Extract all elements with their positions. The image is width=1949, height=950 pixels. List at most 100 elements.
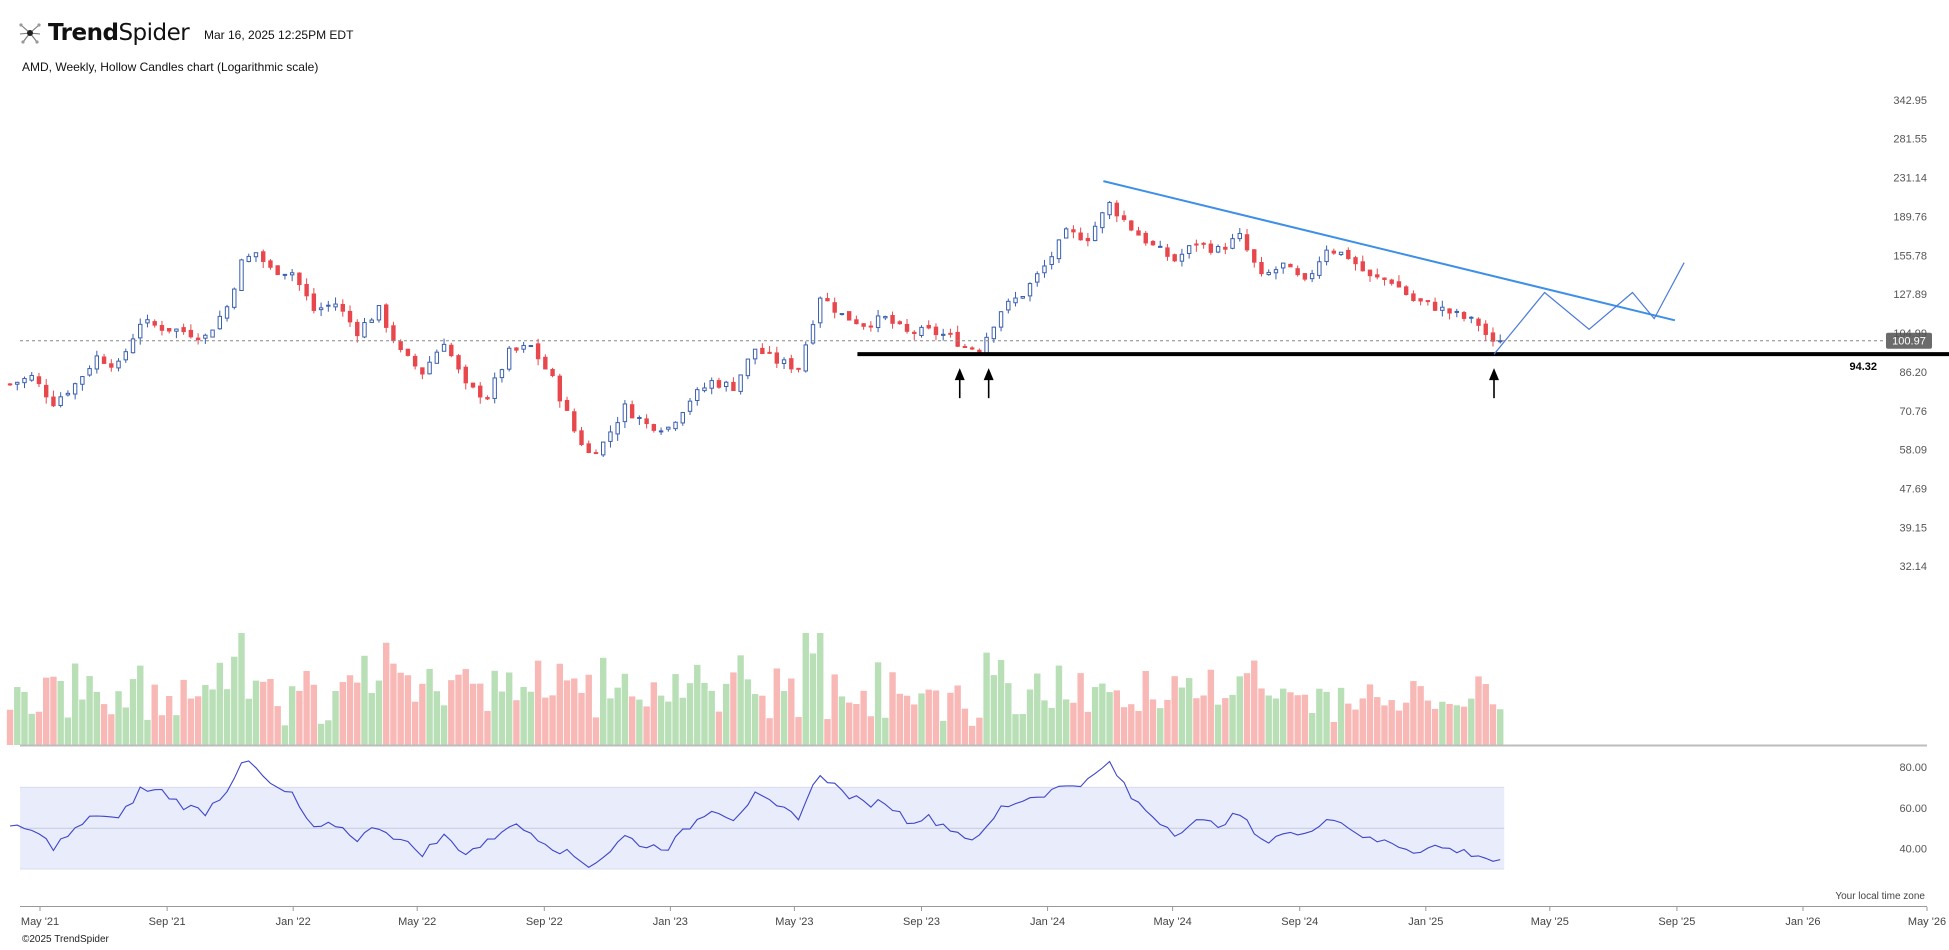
candle-body [1092, 225, 1098, 242]
candle-body [239, 259, 244, 292]
candle-body [145, 319, 150, 324]
volume-bar [585, 674, 592, 745]
candle-body [1056, 239, 1062, 260]
candle-body [774, 352, 780, 364]
volume-bar [43, 677, 50, 745]
candle-body [1411, 293, 1416, 301]
volume-bar [245, 698, 252, 745]
last-price-label: 100.97 [1892, 336, 1926, 348]
price-tick-label: 342.95 [1893, 95, 1927, 107]
candle-body [1194, 243, 1199, 246]
volume-bar [1135, 710, 1142, 745]
candle-body [1165, 247, 1170, 257]
time-tick-label: May '23 [775, 916, 813, 928]
volume-bar [600, 657, 607, 745]
volume-bar [296, 690, 303, 745]
volume-bar [35, 711, 43, 745]
candle-body [159, 325, 165, 331]
candle-body [803, 344, 808, 372]
volume-bar [187, 698, 195, 745]
volume-bar [382, 642, 390, 745]
candle-body [745, 358, 751, 377]
volume-bar [903, 695, 911, 745]
volume-bar [802, 633, 809, 745]
candle-body [188, 329, 194, 338]
volume-bar [795, 717, 802, 745]
candle-body [1071, 229, 1076, 233]
candle-body [1403, 286, 1409, 296]
volume-bar [419, 683, 426, 745]
price-tick-label: 70.76 [1899, 406, 1927, 418]
volume-bar [339, 682, 346, 745]
candle-body [586, 443, 591, 454]
volume-bar [997, 660, 1005, 745]
candle-body [1208, 243, 1214, 253]
candle-body [427, 361, 432, 375]
candle-body [29, 374, 34, 381]
candle-body [138, 323, 143, 339]
volume-bar [86, 676, 93, 745]
candle-body [868, 325, 874, 328]
volume-bar [288, 686, 296, 745]
candle-body [658, 430, 664, 433]
volume-bar [1308, 713, 1316, 745]
candle-body [912, 331, 917, 334]
volume-bar [592, 717, 600, 745]
volume-bar [491, 670, 498, 745]
volume-bar [194, 696, 202, 745]
volume-bar [1337, 687, 1345, 745]
volume-bar [990, 675, 998, 745]
candle-body [289, 272, 295, 276]
volume-bar [759, 695, 766, 745]
volume-bar [1345, 703, 1352, 745]
volume-bar [780, 691, 788, 745]
candle-body [1266, 271, 1271, 276]
volume-bar [838, 696, 846, 745]
candle-body [224, 306, 230, 319]
volume-bar [368, 693, 375, 745]
candle-body [1150, 240, 1156, 246]
volume-bar [1113, 690, 1121, 745]
time-tick-label: May '26 [1908, 916, 1946, 928]
candle-body [1498, 340, 1503, 343]
candle-body [1447, 308, 1452, 314]
volume-bar [1294, 695, 1301, 745]
volume-bar [722, 683, 730, 745]
volume-bar [961, 708, 969, 745]
time-tick-label: Sep '22 [526, 916, 563, 928]
candle-body [1143, 232, 1148, 244]
volume-bar [462, 669, 469, 745]
candle-body [883, 316, 888, 319]
volume-bar [1287, 692, 1294, 745]
candle-body [383, 304, 389, 328]
volume-bar [1359, 698, 1366, 745]
candle-body [955, 331, 960, 347]
volume-bar [346, 675, 354, 745]
volume-bar [354, 682, 361, 745]
time-tick-label: Jan '24 [1030, 916, 1065, 928]
volume-bar [1099, 683, 1106, 745]
volume-bar [607, 698, 614, 745]
candle-body [195, 337, 201, 341]
volume-bar [202, 685, 209, 745]
volume-bar [390, 663, 397, 745]
candle-body [326, 304, 331, 307]
volume-bar [1171, 676, 1178, 745]
volume-bar [520, 686, 527, 745]
candle-body [492, 377, 497, 399]
candle-body [904, 323, 910, 332]
candle-body [1432, 301, 1438, 311]
volume-bar [853, 703, 860, 745]
candle-body [752, 348, 758, 360]
candle-body [1483, 323, 1488, 335]
volume-bar [715, 711, 723, 745]
volume-bar [469, 683, 477, 745]
volume-bar [144, 719, 151, 745]
candle-body [246, 255, 251, 263]
candle-body [297, 272, 302, 286]
volume-bar [173, 715, 180, 745]
candle-body [1309, 273, 1315, 280]
price-axis: 100.97 342.95 281.55 231.14 189.76 155.78 127.… [1886, 95, 1932, 856]
candle-body [1317, 261, 1322, 276]
